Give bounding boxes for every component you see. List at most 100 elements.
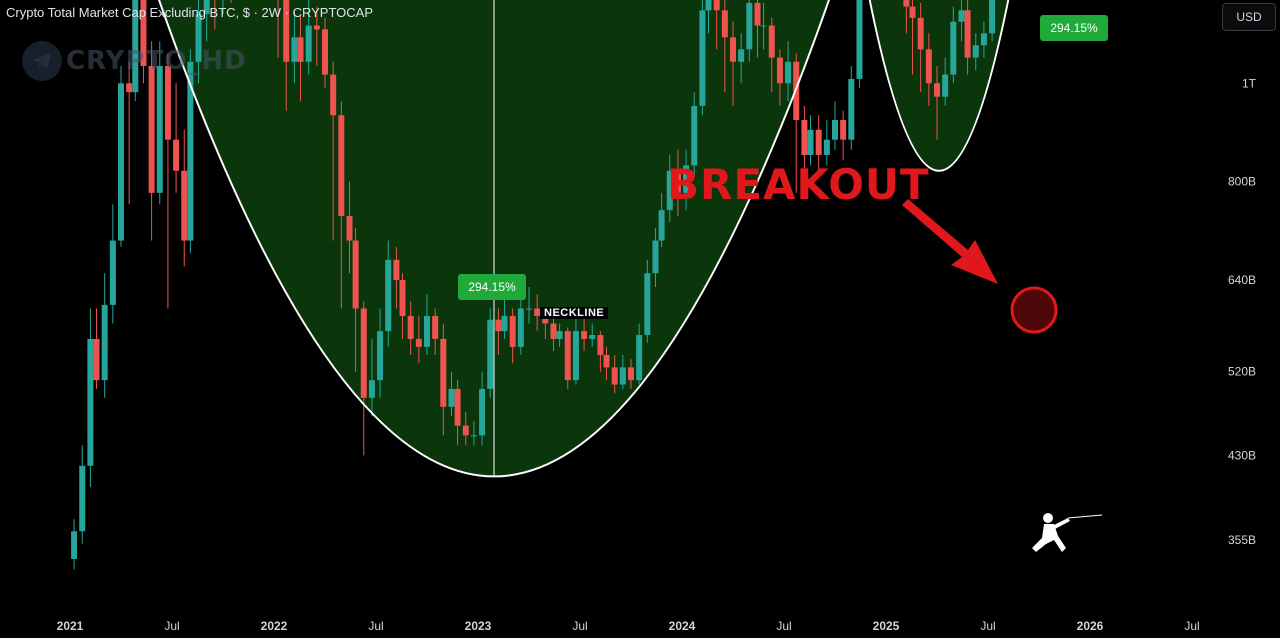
candle-body <box>393 259 400 281</box>
x-tick-label: Jul <box>164 619 179 633</box>
candle <box>214 0 216 30</box>
x-tick-label: 2024 <box>669 619 696 633</box>
breakout-circle <box>1010 286 1058 334</box>
candle <box>313 6 320 67</box>
fencer-arm <box>1052 518 1070 529</box>
candle-body <box>360 308 367 398</box>
candle-body <box>118 83 124 241</box>
candle <box>942 57 949 106</box>
candle <box>495 308 502 355</box>
candle-body <box>297 37 304 62</box>
candle <box>934 66 940 140</box>
candle-body <box>823 139 830 155</box>
watermark-text: CRYPTO_HD <box>66 46 247 76</box>
x-tick-label: Jul <box>368 619 383 633</box>
pattern-fill-layer <box>159 0 1009 477</box>
candle <box>93 308 100 389</box>
candle <box>768 17 775 93</box>
candle-body <box>903 0 910 7</box>
candle <box>636 323 643 385</box>
candle-body <box>330 74 337 116</box>
candle <box>203 0 210 42</box>
candle-body <box>415 338 422 347</box>
candle <box>352 228 359 372</box>
candle <box>291 10 298 84</box>
candle <box>156 41 163 205</box>
candle-body <box>195 14 202 62</box>
x-tick-label: 2026 <box>1077 619 1104 633</box>
candle <box>801 105 808 182</box>
candle <box>652 228 659 288</box>
candle-body <box>313 25 320 30</box>
candle-body <box>338 115 345 217</box>
candle <box>917 2 924 93</box>
candle <box>132 0 139 102</box>
candle-body <box>440 338 447 407</box>
candle-body <box>203 0 210 15</box>
candle-body <box>556 331 563 339</box>
candle <box>572 308 579 385</box>
breakout-label: BREAKOUT <box>667 160 930 209</box>
candle-body <box>352 240 359 309</box>
candle <box>454 380 461 446</box>
candle <box>305 0 312 75</box>
candle <box>195 0 202 84</box>
cup-curve <box>158 0 830 478</box>
candle-body <box>534 308 541 316</box>
candle-body <box>738 49 745 62</box>
candle-body <box>832 120 838 140</box>
candle <box>415 315 422 364</box>
fencer-sword <box>1067 514 1103 519</box>
candle-body <box>109 240 116 305</box>
candle-body <box>815 129 822 155</box>
candle-body <box>322 29 328 75</box>
candle-body <box>840 120 847 140</box>
candle <box>526 287 532 324</box>
candle <box>101 273 108 398</box>
candle <box>683 149 690 211</box>
candle-body <box>980 33 987 46</box>
candle <box>501 294 508 339</box>
candle-body <box>140 0 147 67</box>
candle <box>462 411 469 446</box>
candle-body <box>636 335 643 381</box>
candle-body <box>942 74 949 97</box>
candle-body <box>291 37 298 62</box>
candle <box>140 0 147 84</box>
candle <box>118 66 124 247</box>
handle-curve <box>868 0 1010 172</box>
chart-title: Crypto Total Market Cap Excluding BTC, $… <box>6 5 374 20</box>
currency-button[interactable]: USD <box>1222 3 1276 31</box>
candle-body <box>705 0 712 11</box>
candle <box>71 519 78 570</box>
candle-body <box>305 25 312 62</box>
candle <box>713 0 720 50</box>
candle <box>754 0 761 58</box>
candle <box>909 0 916 75</box>
breakout-arrow <box>902 199 998 284</box>
candle-body <box>564 331 571 381</box>
candle-body <box>71 531 78 559</box>
candle-body <box>509 315 516 347</box>
candle <box>832 101 838 150</box>
candle-body <box>526 308 532 310</box>
candle <box>760 2 767 50</box>
candle <box>972 33 979 71</box>
candle-body <box>589 335 596 339</box>
fencer-head <box>1043 513 1053 523</box>
candle-body <box>454 388 461 426</box>
candle <box>550 315 557 351</box>
candle-body <box>801 120 808 155</box>
x-tick-label: 2021 <box>57 619 84 633</box>
candle <box>815 115 822 177</box>
candle-body <box>385 259 392 332</box>
x-tick-label: 2022 <box>261 619 288 633</box>
candle <box>407 301 414 355</box>
candle <box>950 6 957 84</box>
candle <box>385 240 392 347</box>
candle-body <box>368 380 375 398</box>
fencer-body <box>1032 524 1066 552</box>
candle <box>658 192 665 247</box>
candle <box>721 0 728 93</box>
